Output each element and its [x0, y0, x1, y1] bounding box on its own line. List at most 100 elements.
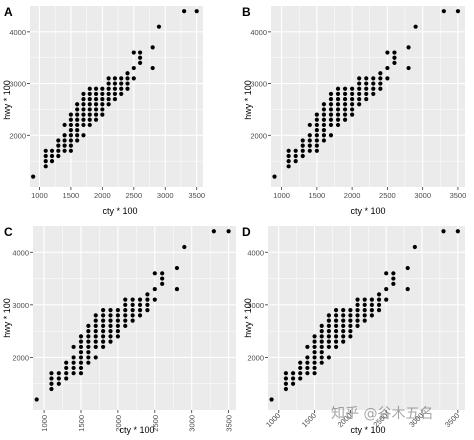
data-point: [333, 329, 339, 334]
panel-tag: C: [4, 225, 13, 239]
x-tick-label: 1000: [264, 411, 282, 429]
data-point: [348, 313, 353, 318]
data-point: [86, 329, 91, 334]
data-point: [87, 112, 92, 117]
data-point: [71, 355, 76, 360]
data-point: [125, 81, 130, 86]
data-point: [100, 91, 105, 97]
data-point: [326, 329, 331, 334]
data-point: [81, 122, 86, 128]
data-point: [385, 50, 390, 55]
data-point: [68, 148, 73, 153]
data-point: [326, 339, 331, 344]
data-point: [364, 81, 369, 86]
data-point: [68, 112, 73, 117]
data-point: [81, 91, 86, 97]
data-point: [130, 308, 135, 313]
data-point: [305, 365, 310, 371]
data-point: [112, 86, 118, 91]
data-point: [385, 65, 390, 71]
data-point: [87, 91, 92, 97]
data-point: [362, 313, 367, 318]
data-point: [392, 55, 397, 60]
data-point: [75, 128, 80, 133]
data-point: [78, 371, 84, 376]
panel-tag: B: [242, 5, 251, 19]
data-point: [150, 65, 155, 71]
y-tick-label: 3000: [247, 301, 264, 310]
data-point: [87, 117, 92, 122]
data-point: [341, 313, 346, 318]
data-point: [93, 313, 98, 318]
data-point: [350, 107, 355, 112]
data-point: [43, 159, 48, 164]
data-point: [384, 271, 389, 276]
data-point: [371, 76, 376, 81]
data-point: [75, 133, 80, 138]
data-point: [405, 286, 410, 292]
data-point: [369, 302, 374, 307]
data-point: [93, 102, 99, 107]
data-point: [305, 371, 310, 376]
data-point: [93, 334, 98, 339]
data-point: [333, 318, 339, 323]
data-point: [342, 117, 348, 122]
data-point: [43, 164, 48, 169]
data-point: [174, 286, 180, 292]
data-point: [78, 344, 84, 350]
data-point: [312, 371, 317, 376]
data-point: [130, 313, 135, 318]
data-point: [86, 323, 91, 328]
data-point: [101, 323, 106, 328]
data-point: [93, 318, 98, 323]
data-point: [43, 148, 48, 153]
x-tick-label: 3000: [414, 191, 431, 200]
data-point: [283, 376, 289, 381]
data-point: [326, 355, 331, 360]
data-point: [355, 313, 360, 318]
data-point: [56, 381, 61, 386]
data-point: [115, 308, 120, 313]
data-point: [314, 117, 319, 122]
data-point: [108, 334, 113, 339]
data-point: [305, 360, 310, 365]
data-point: [64, 365, 69, 371]
data-point: [75, 117, 80, 122]
data-point: [137, 297, 143, 302]
x-tick-label: 2000: [344, 191, 361, 200]
data-point: [182, 244, 187, 250]
data-point: [326, 323, 331, 328]
panel-tag: D: [242, 225, 251, 239]
data-point: [335, 91, 341, 97]
x-axis-title: cty * 100: [350, 425, 385, 435]
data-point: [342, 91, 348, 97]
x-tick-label: 2500: [125, 191, 142, 200]
data-point: [87, 107, 92, 112]
data-point: [321, 117, 327, 122]
data-point: [86, 334, 91, 339]
data-point: [87, 102, 92, 107]
data-point: [376, 308, 382, 313]
data-point: [115, 318, 120, 323]
data-point: [371, 91, 376, 97]
data-point: [283, 371, 289, 376]
data-point: [56, 376, 61, 381]
data-point: [335, 117, 341, 122]
data-point: [364, 86, 369, 91]
data-point: [350, 112, 355, 117]
y-axis-title: hwy * 100: [243, 80, 253, 120]
y-tick-label: 3000: [250, 80, 267, 89]
data-point: [68, 133, 73, 138]
panel-a: A 2000 3000 4000 1000 1500 2000 2500 3000 3500 cty…: [2, 5, 205, 216]
x-tick-label: 1000: [40, 415, 49, 432]
data-point: [378, 71, 383, 76]
data-point: [298, 365, 303, 371]
data-point: [106, 96, 111, 102]
data-point: [319, 334, 324, 339]
data-point: [93, 355, 98, 360]
data-point: [369, 308, 374, 313]
data-point: [341, 318, 346, 323]
data-point: [43, 153, 48, 159]
data-point: [272, 174, 277, 179]
data-point: [391, 276, 396, 281]
